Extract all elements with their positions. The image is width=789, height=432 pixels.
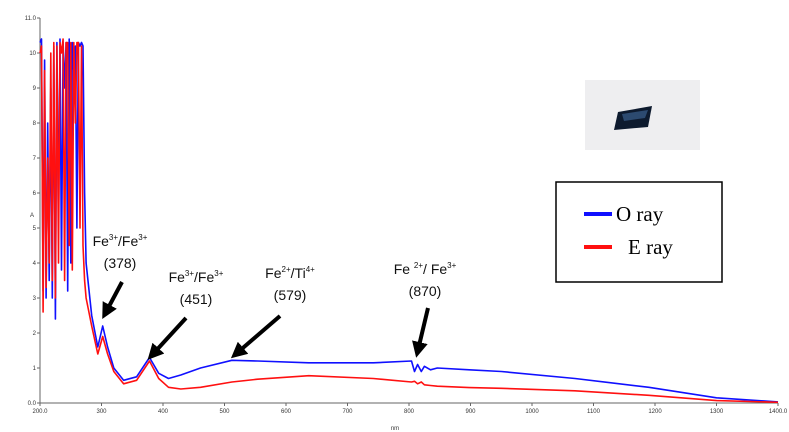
annotation-text: /Fe [118, 233, 138, 249]
annotation-superscript: 3+ [138, 233, 147, 242]
y-tick-label: 11.0 [25, 16, 37, 22]
annotation-text: Fe [394, 261, 414, 277]
legend-label: E ray [628, 235, 673, 259]
x-tick-label: 600 [281, 409, 292, 415]
annotation-superscript: 3+ [109, 233, 118, 242]
annotation-arrow [153, 318, 186, 354]
annotation-arrow [106, 282, 122, 312]
annotation-text: Fe [93, 233, 110, 249]
annotation-superscript: 2+ [414, 261, 423, 270]
annotation-arrow [418, 308, 428, 350]
x-tick-label: 200.0 [32, 409, 48, 415]
annotation-superscript: 4+ [306, 265, 315, 274]
annotation-note: (579) [274, 287, 307, 303]
annotation-note: (870) [409, 283, 442, 299]
x-tick-label: 300 [96, 409, 107, 415]
x-tick-label: 1000 [525, 409, 539, 415]
x-tick-label: 400 [158, 409, 169, 415]
annotation-label: Fe3+/Fe3+ [169, 269, 224, 285]
annotation-superscript: 3+ [185, 269, 194, 278]
y-tick-label: 10 [29, 51, 36, 57]
y-tick-label: 0.0 [28, 401, 37, 407]
y-tick-label: 4 [33, 261, 37, 267]
y-tick-label: 9 [33, 86, 37, 92]
annotation-text: / Fe [423, 261, 447, 277]
x-tick-label: 1100 [587, 409, 601, 415]
annotation-superscript: 3+ [214, 269, 223, 278]
annotation-note: (378) [104, 255, 137, 271]
annotation-text: Fe [169, 269, 186, 285]
x-tick-label: 500 [219, 409, 230, 415]
y-tick-label: 2 [33, 331, 37, 337]
sample-photo [585, 80, 700, 150]
x-tick-label: 1200 [648, 409, 662, 415]
annotation-label: Fe 2+/ Fe3+ [394, 261, 457, 277]
annotation-text: Fe [265, 265, 282, 281]
annotation-arrow [237, 316, 280, 353]
annotation-superscript: 2+ [282, 265, 291, 274]
legend-box [556, 182, 722, 282]
x-tick-label: 900 [465, 409, 476, 415]
y-tick-label: 7 [33, 156, 37, 162]
y-tick-label: 1 [33, 366, 37, 372]
y-axis-title: A [30, 213, 34, 219]
y-tick-label: 3 [33, 296, 37, 302]
x-tick-label: 700 [342, 409, 353, 415]
x-axis-title: nm [391, 426, 399, 432]
x-tick-label: 800 [404, 409, 415, 415]
x-tick-label: 1300 [710, 409, 724, 415]
annotation-label: Fe2+/Ti4+ [265, 265, 315, 281]
annotation-superscript: 3+ [447, 261, 456, 270]
legend-label: O ray [616, 202, 664, 226]
annotation-note: (451) [180, 291, 213, 307]
y-tick-label: 6 [33, 191, 37, 197]
y-tick-label: 8 [33, 121, 37, 127]
y-tick-label: 5 [33, 226, 37, 232]
chart: 0.0 1 2 3 4 5 6 7 8 9 10 11.0 200.0 300 400 500 600 700 80… [0, 0, 789, 432]
annotation-text: /Ti [291, 265, 306, 281]
x-tick-label: 1400.0 [769, 409, 788, 415]
annotation-text: /Fe [194, 269, 214, 285]
annotation-label: Fe3+/Fe3+ [93, 233, 148, 249]
